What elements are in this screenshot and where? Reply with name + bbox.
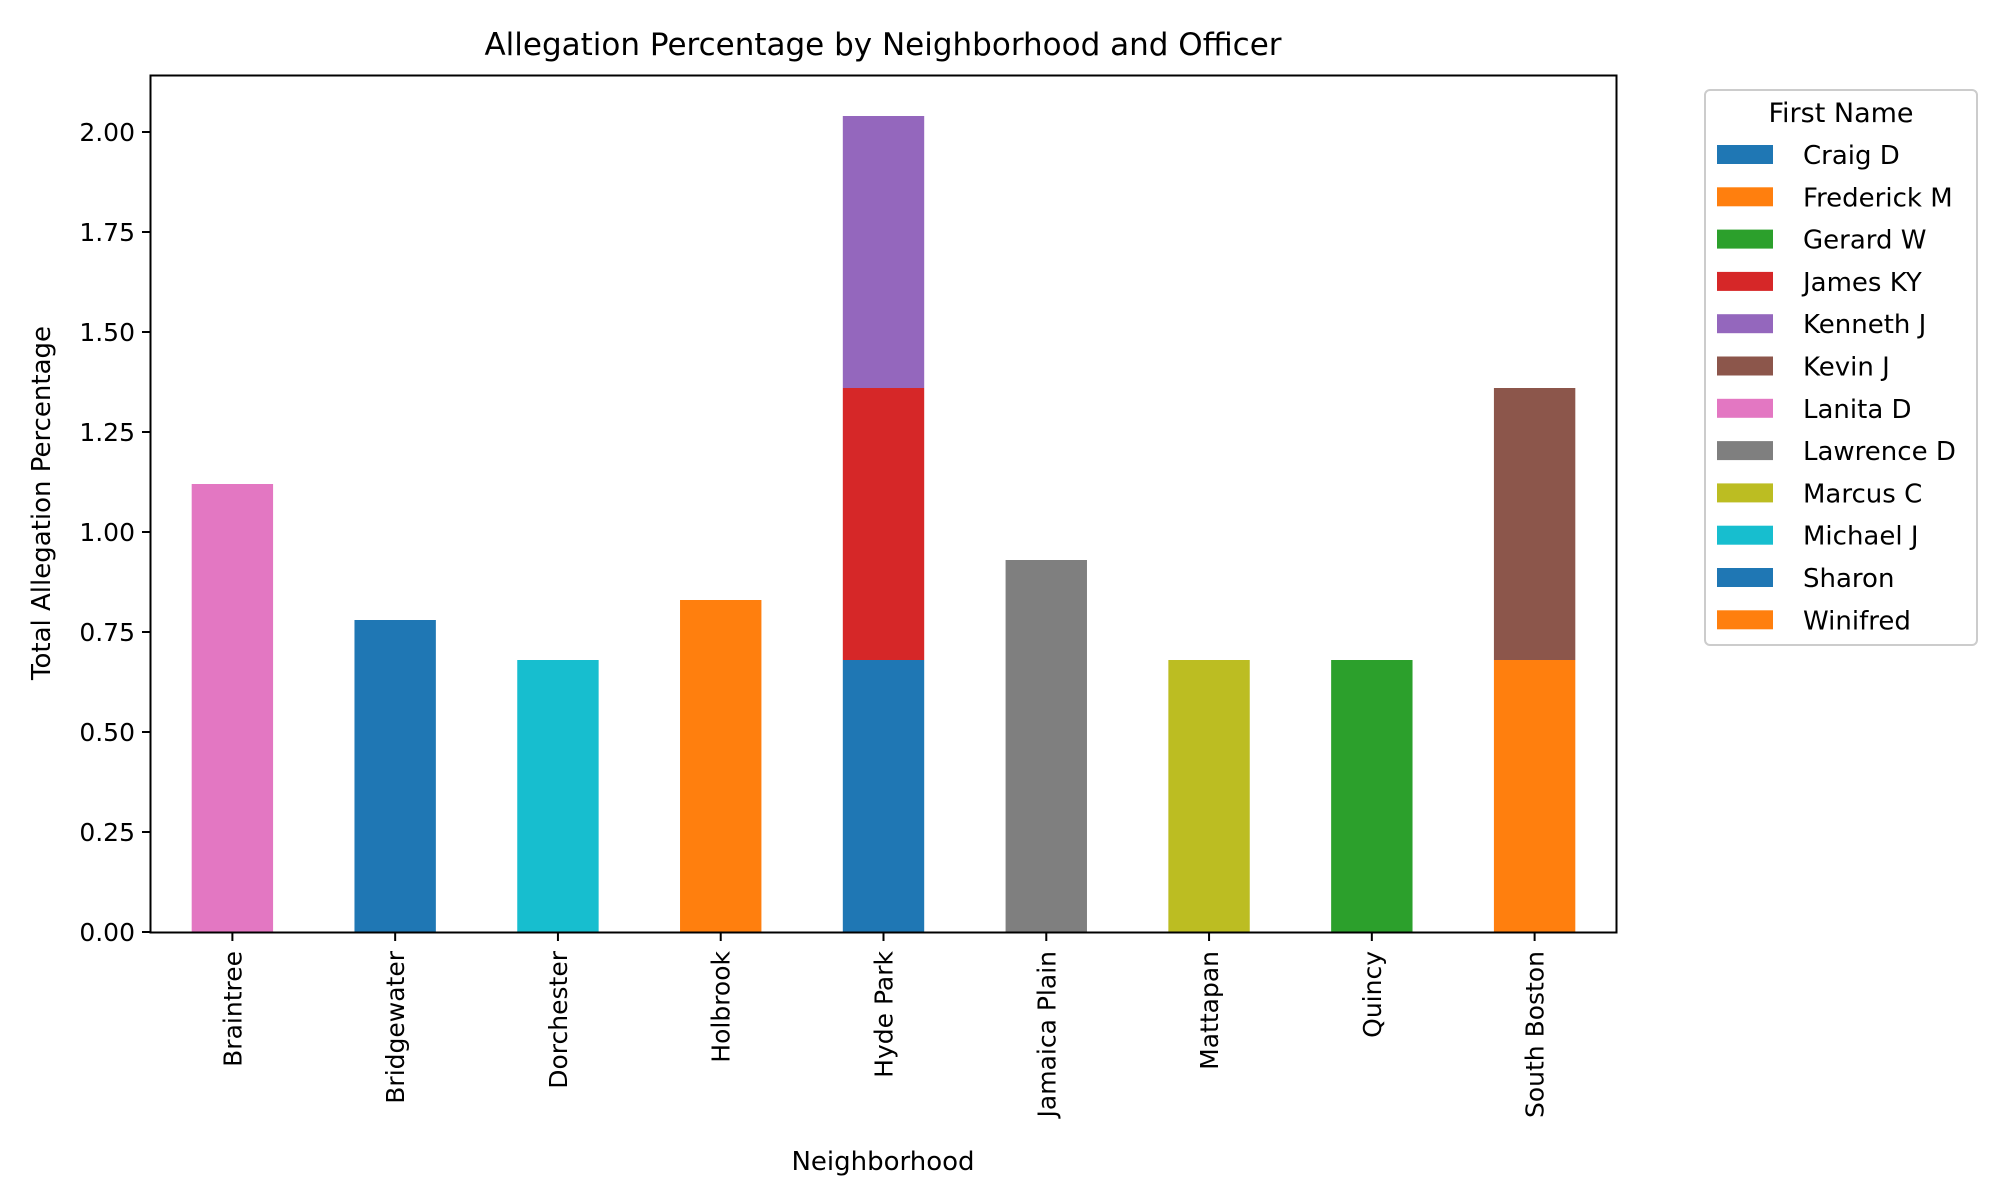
legend-item-label: Kenneth J bbox=[1803, 310, 1926, 340]
y-tick-label: 0.75 bbox=[79, 618, 135, 647]
legend-frame bbox=[1704, 89, 1978, 646]
legend-item-label: Lanita D bbox=[1803, 395, 1912, 425]
bar-segment bbox=[517, 660, 599, 932]
x-tick-label: Quincy bbox=[1358, 951, 1387, 1038]
y-tick-label: 0.00 bbox=[79, 918, 135, 947]
bar-segment bbox=[1168, 660, 1250, 932]
x-axis-label: Neighborhood bbox=[791, 1147, 974, 1177]
legend-item-label: Winifred bbox=[1803, 606, 1911, 636]
bar-segment bbox=[1493, 388, 1576, 660]
legend-title: First Name bbox=[1768, 98, 1913, 129]
legend-item-label: Michael J bbox=[1803, 522, 1919, 552]
legend-swatch bbox=[1717, 229, 1773, 249]
bar-segment bbox=[842, 388, 925, 660]
legend-swatch bbox=[1717, 441, 1773, 461]
legend-swatch bbox=[1717, 271, 1773, 291]
y-tick-label: 1.25 bbox=[79, 418, 135, 447]
legend-swatch bbox=[1717, 187, 1773, 207]
x-tick-label: Mattapan bbox=[1195, 951, 1224, 1070]
bar-segment bbox=[354, 620, 436, 932]
legend: First Name Craig D Frederick M Gerard W Jam… bbox=[1704, 89, 1978, 646]
legend-item-label: Marcus C bbox=[1803, 479, 1922, 509]
bar-segment bbox=[191, 484, 274, 932]
bar-segment bbox=[1331, 660, 1413, 932]
y-tick-label: 1.75 bbox=[79, 218, 135, 247]
y-tick-label: 1.50 bbox=[79, 318, 135, 347]
y-axis-label: Total Allegation Percentage bbox=[27, 326, 57, 681]
bar-segment bbox=[842, 660, 925, 932]
x-tick-label: Braintree bbox=[218, 951, 247, 1067]
legend-swatch bbox=[1717, 145, 1773, 164]
legend-swatch bbox=[1717, 525, 1773, 545]
y-tick-label: 0.50 bbox=[79, 718, 135, 747]
legend-items: Craig D Frederick M Gerard W James KY Kennet… bbox=[1717, 141, 1956, 636]
legend-item-label: James KY bbox=[1801, 268, 1922, 298]
x-tick-label: Hyde Park bbox=[870, 950, 899, 1077]
x-tick-label: South Boston bbox=[1521, 951, 1550, 1118]
x-tick-label: Bridgewater bbox=[381, 950, 410, 1103]
chart-title: Allegation Percentage by Neighborhood an… bbox=[484, 27, 1281, 63]
legend-item-label: Lawrence D bbox=[1803, 437, 1956, 467]
legend-swatch bbox=[1717, 483, 1773, 503]
bar-segment bbox=[1005, 560, 1087, 932]
legend-item-label: Craig D bbox=[1803, 141, 1900, 171]
x-tick-label: Holbrook bbox=[707, 950, 736, 1062]
legend-swatch bbox=[1717, 568, 1773, 587]
x-axis: Braintree Bridgewater Dorchester Holbrook Hy… bbox=[218, 932, 1550, 1119]
y-tick-label: 2.00 bbox=[79, 118, 135, 147]
legend-swatch bbox=[1717, 356, 1773, 376]
y-axis: 0.00 0.25 0.50 0.75 1.00 1.25 1.50 1.75 2.00 bbox=[79, 118, 151, 947]
legend-item-label: Kevin J bbox=[1803, 353, 1890, 383]
legend-item-label: Sharon bbox=[1803, 564, 1894, 594]
legend-swatch bbox=[1717, 314, 1773, 334]
bars-group bbox=[191, 116, 1576, 932]
bar-segment bbox=[680, 600, 762, 932]
x-tick-label: Jamaica Plain bbox=[1032, 951, 1061, 1119]
y-tick-label: 0.25 bbox=[79, 818, 135, 847]
x-tick-label: Dorchester bbox=[544, 950, 573, 1088]
legend-item-label: Gerard W bbox=[1803, 226, 1926, 256]
legend-swatch bbox=[1717, 610, 1773, 630]
bar-segment bbox=[1493, 660, 1576, 932]
legend-item-label: Frederick M bbox=[1803, 183, 1953, 213]
bar-segment bbox=[842, 116, 925, 388]
legend-swatch bbox=[1717, 398, 1773, 418]
y-tick-label: 1.00 bbox=[79, 518, 135, 547]
